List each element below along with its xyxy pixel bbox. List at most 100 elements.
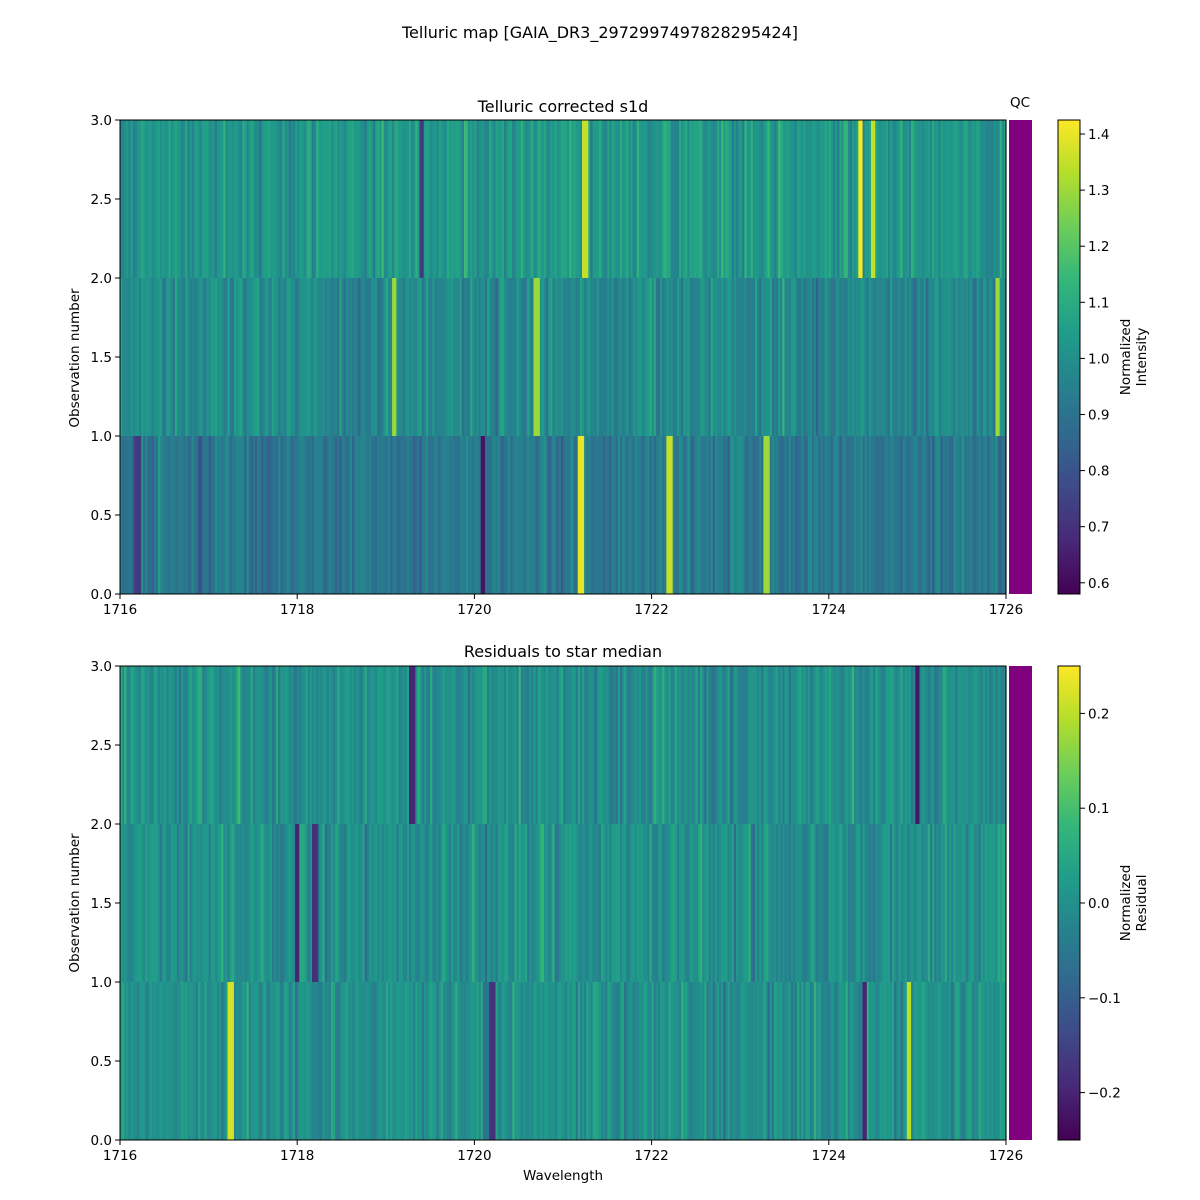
heatmap-cell [577, 982, 581, 1140]
heatmap-cell [280, 278, 284, 436]
heatmap-cell [193, 120, 197, 278]
heatmap-cell [179, 436, 182, 594]
heatmap-cell [489, 982, 492, 1140]
heatmap-cell [149, 120, 153, 278]
heatmap-cell [183, 120, 186, 278]
heatmap-cell [381, 666, 385, 824]
x-tick-label: 1724 [812, 602, 846, 618]
heatmap-cell [280, 982, 284, 1140]
heatmap-cell [286, 436, 290, 594]
heatmap-cell [757, 824, 760, 982]
heatmap-cell [845, 666, 849, 824]
heatmap-cell [160, 982, 163, 1140]
heatmap-cell [299, 436, 303, 594]
heatmap-cell [202, 666, 205, 824]
heatmap-cell [328, 982, 332, 1140]
heatmap-cell [611, 120, 615, 278]
heatmap-cell [244, 278, 248, 436]
heatmap-cell [550, 436, 554, 594]
heatmap-cell [375, 824, 378, 982]
heatmap-cell [404, 436, 408, 594]
heatmap-cell [719, 120, 722, 278]
heatmap-cell [814, 278, 817, 436]
heatmap-cell [866, 824, 870, 982]
heatmap-cell [849, 666, 853, 824]
heatmap-cell [615, 120, 619, 278]
heatmap-cell [776, 824, 779, 982]
heatmap-cell [609, 436, 613, 594]
heatmap-cell [318, 666, 322, 824]
heatmap-cell [797, 982, 800, 1140]
heatmap-cell [341, 666, 345, 824]
heatmap-cell [651, 982, 655, 1140]
heatmap-cell [978, 278, 982, 436]
heatmap-cell [487, 436, 490, 594]
heatmap-cell [978, 666, 982, 824]
heatmap-cell [136, 436, 140, 594]
heatmap-cell [421, 982, 425, 1140]
heatmap-cell [261, 824, 265, 982]
heatmap-cell [748, 666, 752, 824]
x-tick-label: 1726 [989, 1148, 1023, 1164]
heatmap-cell [124, 982, 127, 1140]
heatmap-cell [698, 982, 701, 1140]
heatmap-cell [999, 120, 1003, 278]
heatmap-cell [1003, 666, 1007, 824]
heatmap-cell [328, 666, 332, 824]
heatmap-cell [702, 436, 705, 594]
heatmap-cell [303, 982, 307, 1140]
heatmap-cell [841, 824, 845, 982]
heatmap-cell [330, 120, 334, 278]
heatmap-cell [136, 278, 140, 436]
heatmap-cell [546, 278, 549, 436]
heatmap-cell [828, 982, 832, 1140]
heatmap-cell [457, 982, 461, 1140]
heatmap-cell [362, 436, 366, 594]
heatmap-cell [930, 436, 933, 594]
heatmap-cell [436, 666, 440, 824]
heatmap-cell [875, 436, 878, 594]
heatmap-cell [362, 120, 366, 278]
heatmap-cell [267, 120, 271, 278]
heatmap-cell [911, 666, 914, 824]
heatmap-cell [143, 982, 146, 1140]
heatmap-cell [835, 120, 838, 278]
heatmap-cell [995, 436, 999, 594]
heatmap-cell [972, 666, 975, 824]
heatmap-cell [358, 982, 362, 1140]
heatmap-cell [347, 120, 351, 278]
heatmap-cell [689, 120, 693, 278]
heatmap-cell [225, 982, 229, 1140]
heatmap-cell [660, 120, 663, 278]
heatmap-cell [820, 982, 824, 1140]
heatmap-cell [870, 120, 874, 278]
heatmap-cell [377, 982, 381, 1140]
heatmap-cell [446, 120, 450, 278]
heatmap-cell [394, 666, 397, 824]
heatmap-cell [900, 120, 904, 278]
heatmap-cell [776, 278, 779, 436]
heatmap-cell [575, 982, 579, 1140]
heatmap-cell [141, 120, 144, 278]
heatmap-cell [360, 982, 364, 1140]
heatmap-cell [816, 278, 819, 436]
heatmap-cell [128, 278, 132, 436]
heatmap-cell [632, 120, 636, 278]
heatmap-cell [767, 436, 771, 594]
heatmap-cell [415, 436, 419, 594]
heatmap-cell [989, 982, 992, 1140]
heatmap-cell [430, 120, 433, 278]
heatmap-cell [833, 666, 836, 824]
heatmap-cell [506, 824, 509, 982]
heatmap-cell [921, 278, 925, 436]
heatmap-cell [818, 824, 821, 982]
heatmap-cell [752, 120, 756, 278]
y-tick-label: 3.0 [91, 113, 112, 129]
heatmap-cell [309, 436, 313, 594]
heatmap-cell [134, 120, 138, 278]
heatmap-cell [491, 666, 494, 824]
heatmap-cell [647, 982, 651, 1140]
heatmap-cell [311, 666, 315, 824]
heatmap-cell [501, 824, 505, 982]
heatmap-cell [446, 436, 450, 594]
